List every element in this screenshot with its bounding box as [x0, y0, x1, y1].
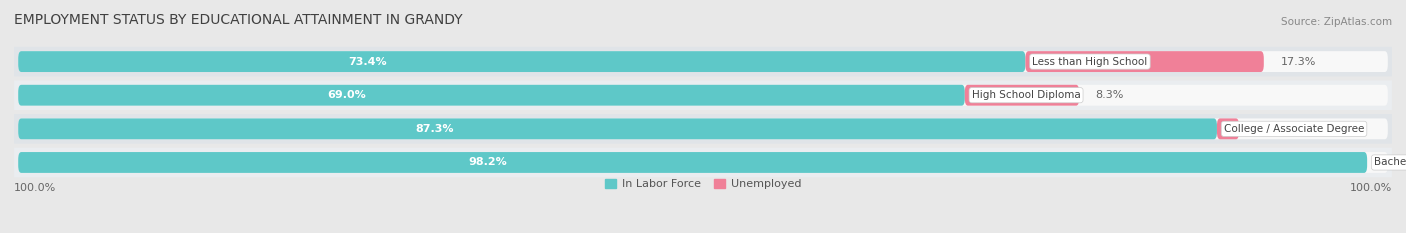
Text: 17.3%: 17.3% — [1281, 57, 1316, 67]
FancyBboxPatch shape — [14, 114, 1392, 144]
FancyBboxPatch shape — [18, 118, 1218, 139]
Text: Less than High School: Less than High School — [1032, 57, 1147, 67]
FancyBboxPatch shape — [965, 85, 1080, 106]
FancyBboxPatch shape — [18, 85, 965, 106]
FancyBboxPatch shape — [14, 148, 1392, 177]
FancyBboxPatch shape — [1218, 118, 1239, 139]
FancyBboxPatch shape — [18, 85, 1388, 106]
Text: High School Diploma: High School Diploma — [972, 90, 1080, 100]
FancyBboxPatch shape — [18, 51, 1388, 72]
Text: 100.0%: 100.0% — [14, 183, 56, 193]
FancyBboxPatch shape — [18, 118, 1388, 139]
Text: 98.2%: 98.2% — [468, 158, 508, 168]
FancyBboxPatch shape — [18, 152, 1367, 173]
Legend: In Labor Force, Unemployed: In Labor Force, Unemployed — [600, 175, 806, 194]
FancyBboxPatch shape — [18, 152, 1388, 173]
Text: 73.4%: 73.4% — [349, 57, 387, 67]
Text: 87.3%: 87.3% — [416, 124, 454, 134]
Text: Source: ZipAtlas.com: Source: ZipAtlas.com — [1281, 17, 1392, 27]
FancyBboxPatch shape — [14, 47, 1392, 76]
Text: 1.6%: 1.6% — [1256, 124, 1284, 134]
Text: 100.0%: 100.0% — [1350, 183, 1392, 193]
Text: College / Associate Degree: College / Associate Degree — [1223, 124, 1364, 134]
FancyBboxPatch shape — [14, 80, 1392, 110]
Text: 0.0%: 0.0% — [1384, 158, 1406, 168]
Text: Bachelor’s Degree or higher: Bachelor’s Degree or higher — [1374, 158, 1406, 168]
Text: 69.0%: 69.0% — [328, 90, 366, 100]
Text: 8.3%: 8.3% — [1095, 90, 1123, 100]
FancyBboxPatch shape — [1025, 51, 1264, 72]
FancyBboxPatch shape — [18, 51, 1025, 72]
Text: EMPLOYMENT STATUS BY EDUCATIONAL ATTAINMENT IN GRANDY: EMPLOYMENT STATUS BY EDUCATIONAL ATTAINM… — [14, 13, 463, 27]
